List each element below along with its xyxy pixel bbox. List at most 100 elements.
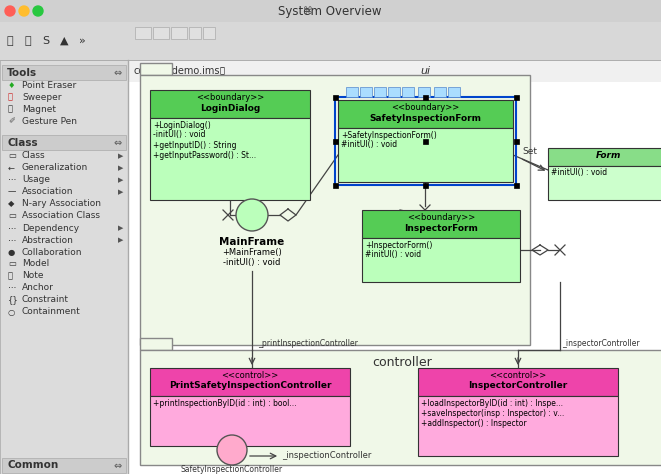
Text: -initUI() : void: -initUI() : void xyxy=(223,258,281,267)
Text: <<boundary>>: <<boundary>> xyxy=(391,102,459,111)
FancyBboxPatch shape xyxy=(514,138,518,144)
Text: »: » xyxy=(79,36,85,46)
Circle shape xyxy=(33,6,43,16)
Text: _inspectorController: _inspectorController xyxy=(562,338,640,347)
Text: ▶: ▶ xyxy=(118,189,123,195)
FancyBboxPatch shape xyxy=(150,396,350,446)
Text: Magnet: Magnet xyxy=(22,104,56,113)
Text: Form: Form xyxy=(596,152,621,161)
Text: +getInputID() : String: +getInputID() : String xyxy=(153,140,237,149)
Text: Class: Class xyxy=(7,137,38,147)
Text: #initUI() : void: #initUI() : void xyxy=(365,250,421,259)
FancyBboxPatch shape xyxy=(203,27,215,39)
FancyBboxPatch shape xyxy=(140,63,172,75)
Text: InspectorForm: InspectorForm xyxy=(404,224,478,233)
Text: ⌘: ⌘ xyxy=(303,6,313,16)
FancyBboxPatch shape xyxy=(548,166,661,200)
Text: +printInspectionByID(id : int) : bool...: +printInspectionByID(id : int) : bool... xyxy=(153,399,297,408)
Text: N-ary Association: N-ary Association xyxy=(22,200,101,209)
Text: +loadInspectorByID(id : int) : Inspe...: +loadInspectorByID(id : int) : Inspe... xyxy=(421,399,563,408)
FancyBboxPatch shape xyxy=(140,338,172,350)
FancyBboxPatch shape xyxy=(374,87,386,97)
Text: Dependency: Dependency xyxy=(22,224,79,233)
Text: ▶: ▶ xyxy=(118,225,123,231)
Text: com.vp.demo.ims: com.vp.demo.ims xyxy=(134,66,221,76)
Text: #initUI() : void: #initUI() : void xyxy=(341,140,397,149)
Text: ▭: ▭ xyxy=(8,152,16,161)
FancyBboxPatch shape xyxy=(422,138,428,144)
Text: -initUI() : void: -initUI() : void xyxy=(153,130,206,139)
Text: Generalization: Generalization xyxy=(22,164,89,173)
Text: _printInspectionController: _printInspectionController xyxy=(258,338,358,347)
FancyBboxPatch shape xyxy=(422,94,428,100)
Text: Constraint: Constraint xyxy=(22,295,69,304)
Text: Abstraction: Abstraction xyxy=(22,236,74,245)
Text: Containment: Containment xyxy=(22,308,81,317)
Circle shape xyxy=(236,199,268,231)
FancyBboxPatch shape xyxy=(189,27,201,39)
Text: Class: Class xyxy=(22,152,46,161)
FancyBboxPatch shape xyxy=(362,238,520,282)
FancyBboxPatch shape xyxy=(128,82,661,474)
Text: ●: ● xyxy=(8,247,15,256)
FancyBboxPatch shape xyxy=(434,87,446,97)
Text: 🧲: 🧲 xyxy=(8,104,13,113)
Text: controller: controller xyxy=(373,356,432,370)
FancyBboxPatch shape xyxy=(150,368,350,396)
FancyBboxPatch shape xyxy=(171,27,187,39)
FancyBboxPatch shape xyxy=(153,27,169,39)
FancyBboxPatch shape xyxy=(418,87,430,97)
Text: #initUI() : void: #initUI() : void xyxy=(551,168,607,177)
Text: 🧹: 🧹 xyxy=(8,92,13,101)
FancyBboxPatch shape xyxy=(128,60,661,82)
FancyBboxPatch shape xyxy=(360,87,372,97)
Text: ▲: ▲ xyxy=(59,36,68,46)
FancyBboxPatch shape xyxy=(332,138,338,144)
Text: ♦: ♦ xyxy=(8,81,15,90)
Circle shape xyxy=(5,6,15,16)
Text: ⇔: ⇔ xyxy=(114,461,122,471)
Text: ▶: ▶ xyxy=(118,177,123,183)
Text: +addInspector() : Inspector: +addInspector() : Inspector xyxy=(421,419,527,428)
FancyBboxPatch shape xyxy=(0,22,661,60)
Text: ✊: ✊ xyxy=(24,36,31,46)
FancyBboxPatch shape xyxy=(140,350,661,465)
FancyBboxPatch shape xyxy=(338,128,513,182)
FancyBboxPatch shape xyxy=(0,0,661,22)
Text: <<boundary>>: <<boundary>> xyxy=(407,212,475,221)
Text: ✐: ✐ xyxy=(8,117,15,126)
FancyBboxPatch shape xyxy=(135,27,151,39)
Text: ⇔: ⇔ xyxy=(114,67,122,78)
FancyBboxPatch shape xyxy=(150,118,310,200)
FancyBboxPatch shape xyxy=(514,182,518,188)
FancyBboxPatch shape xyxy=(448,87,460,97)
FancyBboxPatch shape xyxy=(388,87,400,97)
FancyBboxPatch shape xyxy=(150,90,310,118)
Text: _inspectionController: _inspectionController xyxy=(282,450,371,459)
Text: ▭: ▭ xyxy=(8,259,16,268)
FancyBboxPatch shape xyxy=(346,87,358,97)
Text: Note: Note xyxy=(22,272,44,281)
Text: —: — xyxy=(8,188,17,197)
Text: +getInputPassword() : St...: +getInputPassword() : St... xyxy=(153,151,256,159)
Text: +LoginDialog(): +LoginDialog() xyxy=(153,120,211,129)
Text: Sweeper: Sweeper xyxy=(22,92,61,101)
FancyBboxPatch shape xyxy=(2,135,126,150)
FancyBboxPatch shape xyxy=(140,75,530,345)
Text: ui: ui xyxy=(420,66,430,76)
Text: 📝: 📝 xyxy=(8,272,13,281)
Text: ⇔: ⇔ xyxy=(114,137,122,147)
Text: ◆: ◆ xyxy=(8,200,15,209)
Text: {}: {} xyxy=(8,295,19,304)
FancyBboxPatch shape xyxy=(418,368,618,396)
FancyBboxPatch shape xyxy=(402,87,414,97)
FancyBboxPatch shape xyxy=(422,182,428,188)
Text: ←: ← xyxy=(8,164,15,173)
FancyBboxPatch shape xyxy=(332,94,338,100)
Text: MainFrame: MainFrame xyxy=(219,237,285,247)
Text: ▶: ▶ xyxy=(118,237,123,243)
FancyBboxPatch shape xyxy=(362,210,520,238)
Text: <<boundary>>: <<boundary>> xyxy=(196,92,264,101)
Text: Common: Common xyxy=(7,461,58,471)
FancyBboxPatch shape xyxy=(418,396,618,456)
